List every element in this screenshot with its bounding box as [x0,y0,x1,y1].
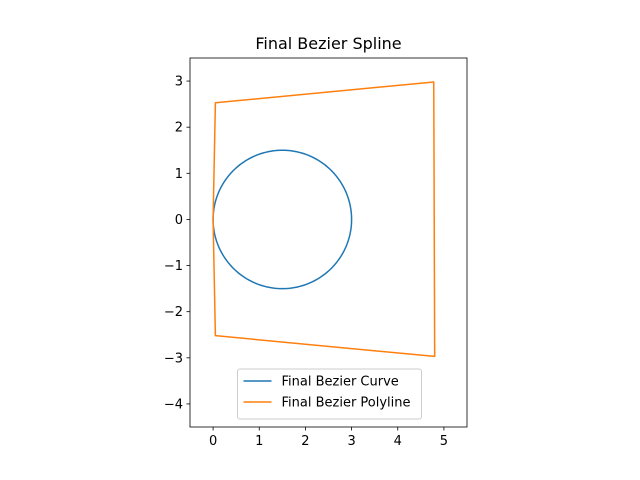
y-tick-label: −4 [164,397,183,412]
x-axis: 0 1 2 3 4 5 [209,427,448,449]
x-tick-label: 0 [209,434,217,449]
x-tick-label: 2 [301,434,309,449]
y-tick-label: −2 [164,305,183,320]
x-tick-label: 5 [440,434,448,449]
plot-area-frame [189,57,468,428]
x-tick-label: 4 [394,434,402,449]
series-line-final-bezier-curve [212,149,353,290]
legend-box [237,368,422,420]
y-tick-label: 1 [175,167,183,182]
y-tick-label: −3 [164,351,183,366]
x-tick-label: 1 [255,434,263,449]
series-layer [212,81,436,358]
series-line-final-bezier-polyline [212,81,436,358]
y-tick-label: −1 [164,259,183,274]
legend-label: Final Bezier Polyline [282,396,411,411]
y-tick-label: 3 [175,75,183,90]
legend-label: Final Bezier Curve [282,375,399,390]
legend: Final Bezier Curve Final Bezier Polyline [237,368,422,420]
y-tick-label: 0 [175,213,183,228]
y-tick-label: 2 [175,121,183,136]
y-axis: 3 2 1 0 −1 −2 −3 −4 [164,75,190,412]
chart-title: Final Bezier Spline [255,34,401,53]
x-tick-label: 3 [347,434,355,449]
